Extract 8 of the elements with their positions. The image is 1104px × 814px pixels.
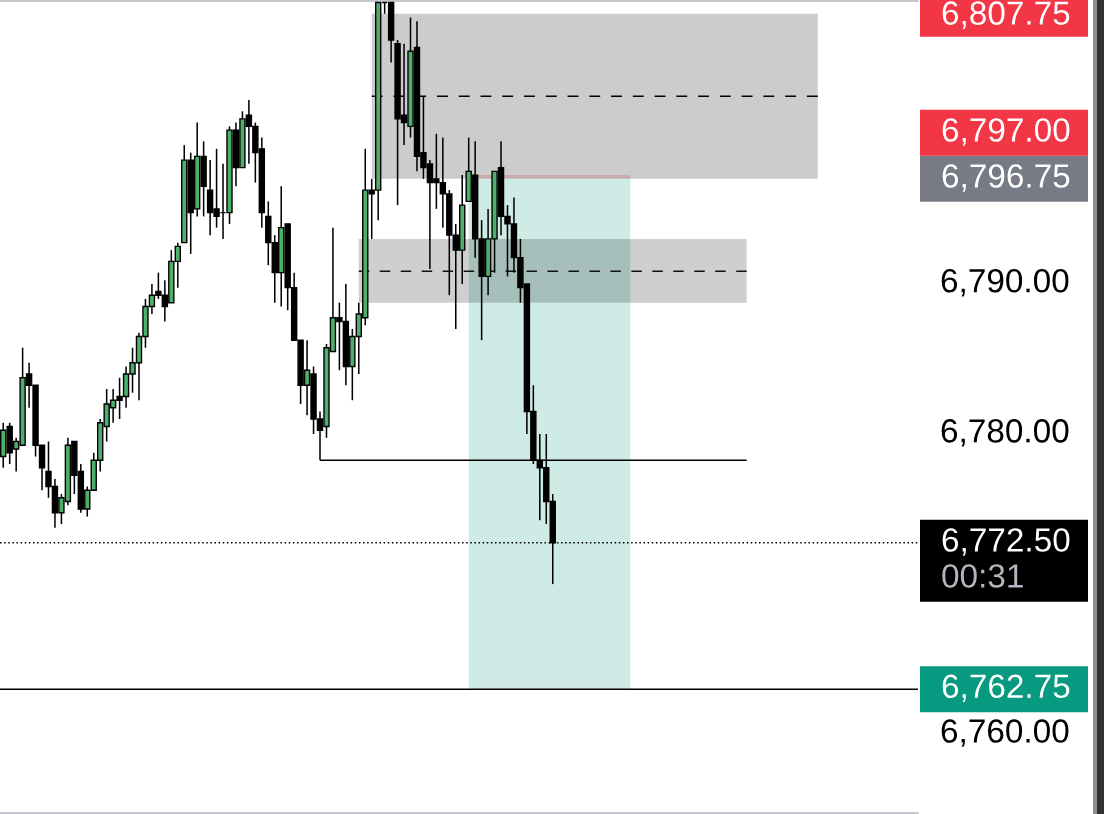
y-tick-label: 6,790.00: [941, 268, 1069, 297]
text: 6,772.50 00:31: [942, 528, 1070, 588]
y-tick-label: 6,760.00: [941, 719, 1069, 747]
text: 6,762.75: [942, 674, 1070, 703]
text: 6,796.75: [942, 164, 1070, 192]
text: 6,807.75: [942, 1, 1070, 29]
text: 6,797.00: [942, 118, 1070, 146]
y-tick-label: 6,780.00: [941, 419, 1069, 447]
